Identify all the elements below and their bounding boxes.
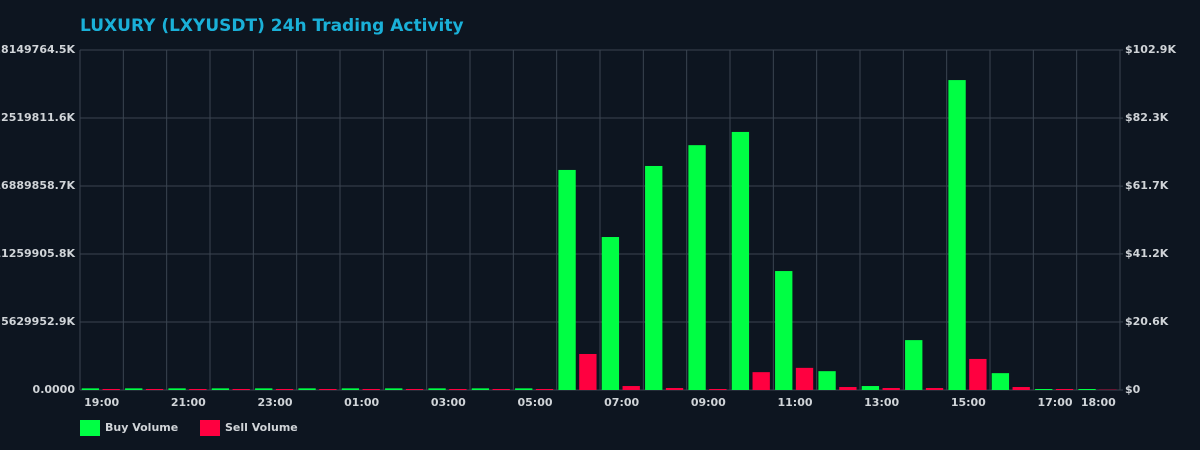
bar xyxy=(81,388,100,390)
y2-tick-label: $20.6K xyxy=(1125,315,1169,328)
y-tick-label: 22519811.6K xyxy=(0,111,75,124)
y-tick-label: 0.0000 xyxy=(33,383,76,396)
bar xyxy=(145,389,164,390)
x-tick-label: 09:00 xyxy=(691,396,726,409)
bar xyxy=(319,389,337,390)
x-tick-label: 18:00 xyxy=(1081,396,1116,409)
bar xyxy=(991,373,1010,390)
bar xyxy=(752,372,770,390)
bar xyxy=(385,388,403,390)
legend-swatch xyxy=(80,420,100,436)
x-tick-label: 15:00 xyxy=(951,396,986,409)
bar xyxy=(622,386,640,390)
bar xyxy=(948,80,966,390)
y-tick-label: 11259905.8K xyxy=(0,247,75,260)
bar xyxy=(515,388,533,390)
x-tick-label: 13:00 xyxy=(864,396,899,409)
x-tick-label: 05:00 xyxy=(517,396,552,409)
bar xyxy=(731,131,750,390)
bar xyxy=(405,389,424,390)
x-tick-label: 11:00 xyxy=(777,396,812,409)
bar xyxy=(189,389,207,390)
bar xyxy=(535,389,554,390)
bar xyxy=(969,358,987,390)
y-tick-label: 16889858.7K xyxy=(0,179,75,192)
legend-label: Sell Volume xyxy=(225,421,298,434)
bar xyxy=(645,165,663,390)
x-tick-label: 03:00 xyxy=(431,396,466,409)
bar xyxy=(601,237,620,390)
bar xyxy=(232,389,250,390)
x-tick-label: 01:00 xyxy=(344,396,379,409)
y2-tick-label: $61.7K xyxy=(1125,179,1169,192)
bar xyxy=(1055,389,1074,390)
bar xyxy=(428,388,446,390)
bar xyxy=(905,340,923,390)
bar xyxy=(1078,389,1096,390)
bar xyxy=(211,388,230,390)
y-tick-label: 5629952.9K xyxy=(1,315,75,328)
bar xyxy=(579,353,597,390)
x-tick-label: 21:00 xyxy=(171,396,206,409)
bar xyxy=(925,388,944,390)
bar xyxy=(1012,387,1030,390)
bar xyxy=(818,371,836,390)
bar xyxy=(449,389,467,390)
bar xyxy=(665,388,684,390)
x-tick-label: 19:00 xyxy=(84,396,119,409)
chart-title: LUXURY (LXYUSDT) 24h Trading Activity xyxy=(80,16,464,36)
bar xyxy=(471,388,490,390)
x-tick-label: 17:00 xyxy=(1037,396,1072,409)
bar xyxy=(275,389,294,390)
bar xyxy=(125,388,143,390)
bar xyxy=(341,388,360,390)
bar xyxy=(709,389,727,390)
bar xyxy=(795,367,814,390)
bar xyxy=(1035,389,1053,390)
x-tick-label: 23:00 xyxy=(257,396,292,409)
y-tick-label: 28149764.5K xyxy=(0,43,75,56)
bar xyxy=(688,145,706,390)
bar xyxy=(882,388,900,390)
legend-label: Buy Volume xyxy=(105,421,178,434)
bar xyxy=(775,271,793,390)
bar xyxy=(298,388,316,390)
bar xyxy=(558,169,576,390)
y2-tick-label: $41.2K xyxy=(1125,247,1169,260)
y2-tick-label: $102.9K xyxy=(1125,43,1176,56)
bar xyxy=(255,388,273,390)
bar xyxy=(102,389,120,390)
bar xyxy=(362,389,380,390)
bar xyxy=(839,387,857,390)
legend-swatch xyxy=(200,420,220,436)
bar xyxy=(492,389,510,390)
bar xyxy=(861,386,880,390)
x-tick-label: 07:00 xyxy=(604,396,639,409)
bar xyxy=(168,388,186,390)
y2-tick-label: $0 xyxy=(1125,383,1141,396)
y2-tick-label: $82.3K xyxy=(1125,111,1169,124)
